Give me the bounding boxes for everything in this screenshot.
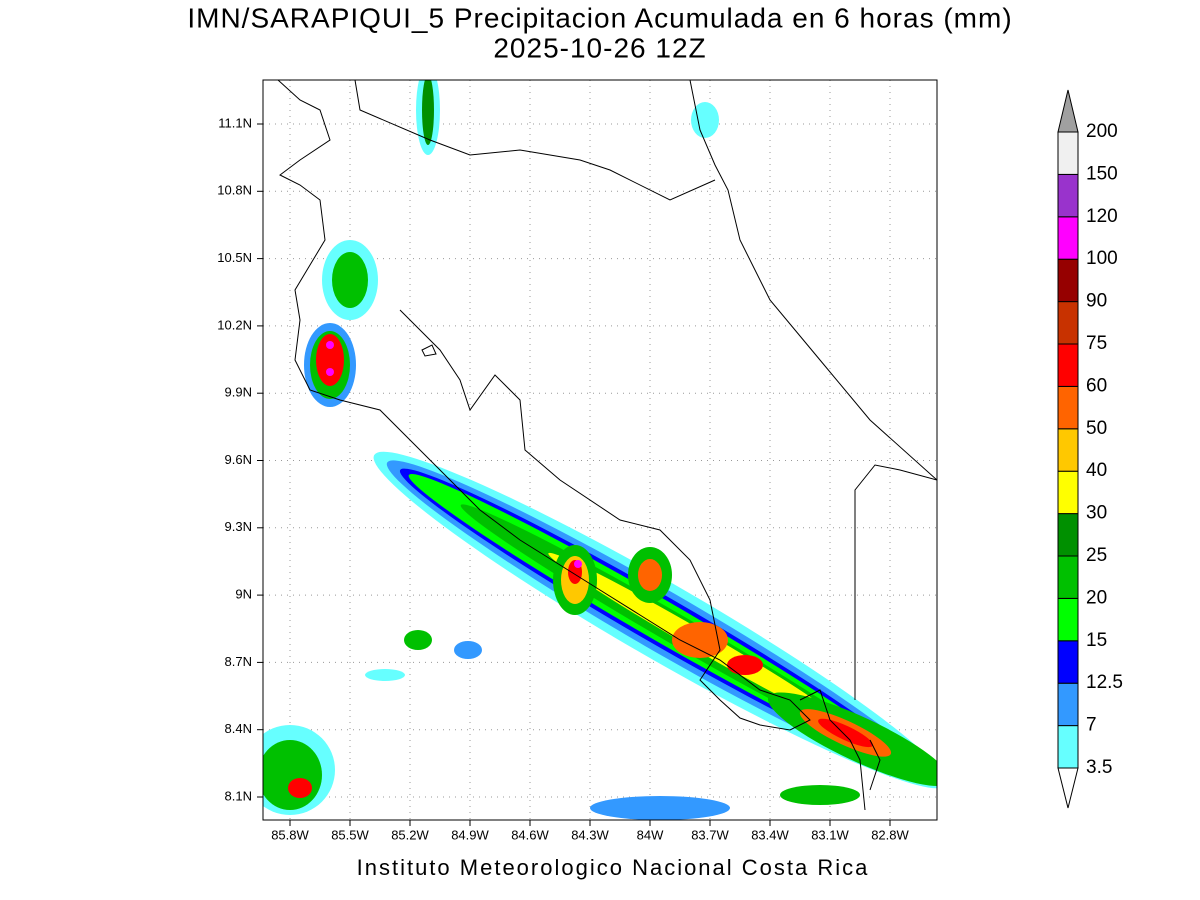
colorbar-box bbox=[1057, 216, 1079, 260]
x-tick-label: 83.4W bbox=[751, 827, 789, 842]
colorbar-label: 40 bbox=[1086, 460, 1107, 481]
colorbar-below bbox=[1057, 767, 1079, 809]
colorbar-box bbox=[1057, 131, 1079, 175]
x-tick-label: 84W bbox=[637, 827, 664, 842]
title: IMN/SARAPIQUI_5 Precipitacion Acumulada … bbox=[187, 2, 1012, 33]
colorbar-label: 7 bbox=[1086, 715, 1097, 736]
footer: Instituto Meteorologico Nacional Costa R… bbox=[357, 855, 870, 880]
colorbar-label: 15 bbox=[1086, 630, 1107, 651]
colorbar-above bbox=[1057, 89, 1079, 133]
colorbar-box bbox=[1057, 555, 1079, 599]
colorbar-box bbox=[1057, 385, 1079, 430]
colorbar: 3.5 7 12.5 15 20 25 30 40 50 60 75 90 100 120 150 200 bbox=[1057, 89, 1123, 809]
y-tick-label: 8.4N bbox=[225, 721, 252, 736]
y-tick-label: 10.5N bbox=[217, 250, 252, 265]
x-tick-label: 85.8W bbox=[271, 827, 309, 842]
x-tick-label: 85.2W bbox=[391, 827, 429, 842]
subtitle: 2025-10-26 12Z bbox=[493, 32, 706, 63]
x-tick-label: 82.8W bbox=[871, 827, 909, 842]
colorbar-box bbox=[1057, 258, 1079, 303]
x-tick-label: 83.1W bbox=[811, 827, 849, 842]
colorbar-label: 20 bbox=[1086, 587, 1107, 608]
colorbar-label: 3.5 bbox=[1086, 757, 1112, 778]
x-tick-label: 85.5W bbox=[331, 827, 369, 842]
colorbar-box bbox=[1057, 682, 1079, 727]
colorbar-label: 120 bbox=[1086, 206, 1118, 227]
y-tick-label: 9.3N bbox=[225, 519, 252, 534]
colorbar-label: 150 bbox=[1086, 163, 1118, 184]
y-tick-label: 9N bbox=[235, 587, 252, 602]
precipitation bbox=[263, 80, 937, 820]
x-tick-label: 84.6W bbox=[511, 827, 549, 842]
map-frame bbox=[262, 79, 938, 821]
colorbar-box bbox=[1057, 470, 1079, 515]
colorbar-label: 25 bbox=[1086, 545, 1107, 566]
y-tick-label: 9.9N bbox=[225, 385, 252, 400]
colorbar-box bbox=[1057, 597, 1079, 642]
colorbar-label: 50 bbox=[1086, 418, 1107, 439]
y-tick-label: 8.1N bbox=[225, 788, 252, 803]
coastlines bbox=[277, 80, 937, 811]
colorbar-box bbox=[1057, 640, 1079, 684]
colorbar-box bbox=[1057, 513, 1079, 557]
y-tick-label: 8.7N bbox=[225, 654, 252, 669]
y-tick-label: 10.2N bbox=[217, 317, 252, 332]
colorbar-label: 60 bbox=[1086, 375, 1107, 396]
y-tick-label: 10.8N bbox=[217, 183, 252, 198]
colorbar-box bbox=[1057, 301, 1079, 345]
x-tick-label: 83.7W bbox=[691, 827, 729, 842]
colorbar-label: 75 bbox=[1086, 333, 1107, 354]
colorbar-box bbox=[1057, 173, 1079, 218]
colorbar-label: 90 bbox=[1086, 291, 1107, 312]
x-tick-label: 84.3W bbox=[571, 827, 609, 842]
colorbar-box bbox=[1057, 725, 1079, 769]
colorbar-label: 12.5 bbox=[1086, 672, 1123, 693]
colorbar-label: 200 bbox=[1086, 121, 1118, 142]
colorbar-label: 100 bbox=[1086, 248, 1118, 269]
y-tick-label: 9.6N bbox=[225, 452, 252, 467]
colorbar-label: 30 bbox=[1086, 503, 1107, 524]
x-tick-label: 84.9W bbox=[451, 827, 489, 842]
y-tick-label: 11.1N bbox=[218, 115, 252, 130]
axes: 85.8W 85.5W 85.2W 84.9W 84.6W 84.3W 84W 83.7W 83… bbox=[217, 115, 909, 842]
colorbar-box bbox=[1057, 428, 1079, 472]
colorbar-box bbox=[1057, 343, 1079, 387]
